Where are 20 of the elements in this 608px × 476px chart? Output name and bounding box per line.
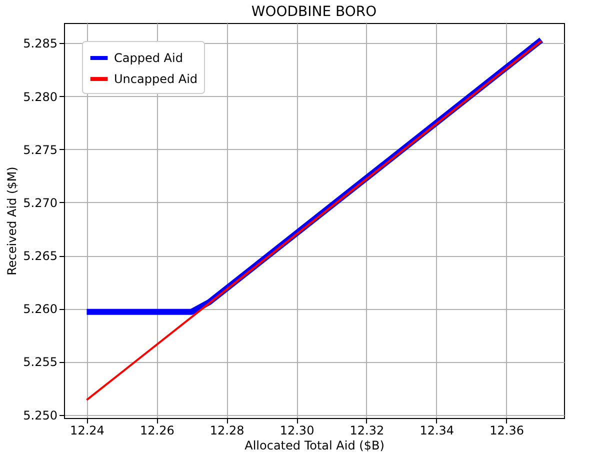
y-axis-title: Received Aid ($M) (5, 166, 20, 276)
x-tick-label: 12.34 (420, 424, 454, 438)
y-tick-label: 5.250 (23, 408, 58, 422)
y-tick-label: 5.275 (23, 142, 58, 157)
x-tick-label: 12.28 (210, 424, 244, 438)
legend-label: Capped Aid (114, 51, 183, 65)
x-tick-label: 12.32 (350, 424, 384, 438)
y-tick-label: 5.265 (23, 249, 58, 264)
y-tick-label: 5.280 (23, 90, 58, 104)
x-tick-label: 12.30 (280, 424, 314, 438)
x-tick-label: 12.24 (70, 424, 104, 438)
x-tick-label: 12.26 (140, 424, 174, 438)
x-axis-title: Allocated Total Aid ($B) (244, 438, 384, 452)
x-tick-label: 12.36 (490, 424, 524, 438)
y-tick-label: 5.285 (23, 36, 58, 51)
y-tick-label: 5.255 (23, 355, 58, 370)
chart-title: WOODBINE BORO (251, 4, 377, 20)
y-tick-label: 5.260 (23, 302, 58, 316)
y-tick-label: 5.270 (23, 196, 58, 210)
legend-label: Uncapped Aid (114, 72, 198, 86)
